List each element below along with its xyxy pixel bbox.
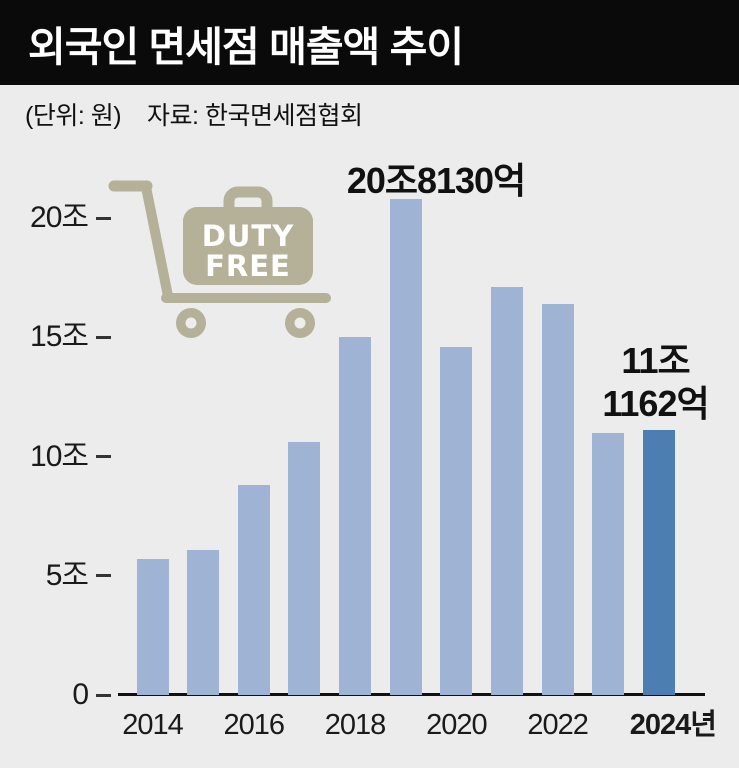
cart-wheel-right-hole (294, 317, 306, 329)
bar-2017 (288, 442, 321, 695)
bar-2014 (136, 559, 169, 695)
y-tick-mark-5 (96, 574, 111, 578)
free-text: FREE (205, 249, 291, 283)
y-tick-label-15: 15조 (30, 320, 89, 354)
cart-wheel-left-hole (185, 317, 197, 329)
x-axis-label-2018: 2018 (324, 709, 387, 741)
x-axis-label-2016: 2016 (223, 709, 286, 741)
bar-2015 (187, 549, 220, 695)
bar-2023 (592, 432, 625, 695)
suitcase-icon (183, 207, 313, 285)
y-tick-label-20: 20조 (30, 201, 89, 234)
cart-strut-icon (141, 182, 173, 301)
latest-value-line2: 1162억 (602, 383, 709, 424)
duty-free-cart-icon: DUTY FREE (108, 180, 331, 338)
bar-2020 (440, 346, 473, 695)
bar-2018 (339, 337, 372, 695)
duty-text: DUTY (202, 219, 294, 253)
meta-row: (단위: 원) 자료: 한국면세점협회 (25, 96, 363, 132)
bar-2019 (389, 198, 422, 695)
y-tick-label-5: 5조 (45, 558, 89, 592)
unit-label: (단위: 원) (25, 102, 122, 130)
latest-value-annotation: 11조 1162억 (583, 339, 728, 425)
y-tick-mark-10 (96, 455, 111, 458)
page-title: 외국인 면세점 매출액 추이 (28, 23, 464, 70)
y-tick-mark-0 (96, 693, 111, 697)
y-tick-label-10: 10조 (30, 439, 89, 473)
latest-value-line1: 11조 (621, 340, 690, 381)
y-tick-mark-15 (96, 335, 111, 339)
bar-2021 (490, 287, 523, 695)
bar-2024 (642, 429, 675, 695)
x-axis-label-2022: 2022 (527, 709, 589, 741)
y-tick-mark-20 (96, 216, 111, 220)
x-axis-label-2020: 2020 (426, 709, 488, 741)
peak-value-annotation: 20조8130억 (346, 160, 526, 201)
bar-2016 (237, 485, 270, 695)
x-axis-label-2014: 2014 (122, 709, 184, 741)
x-axis-label-2024: 2024년 (629, 709, 717, 741)
bar-2022 (541, 303, 574, 695)
y-tick-label-0: 0 (72, 678, 89, 711)
source-label: 자료: 한국면세점협회 (147, 102, 363, 130)
title-banner: 외국인 면세점 매출액 추이 (0, 0, 739, 85)
